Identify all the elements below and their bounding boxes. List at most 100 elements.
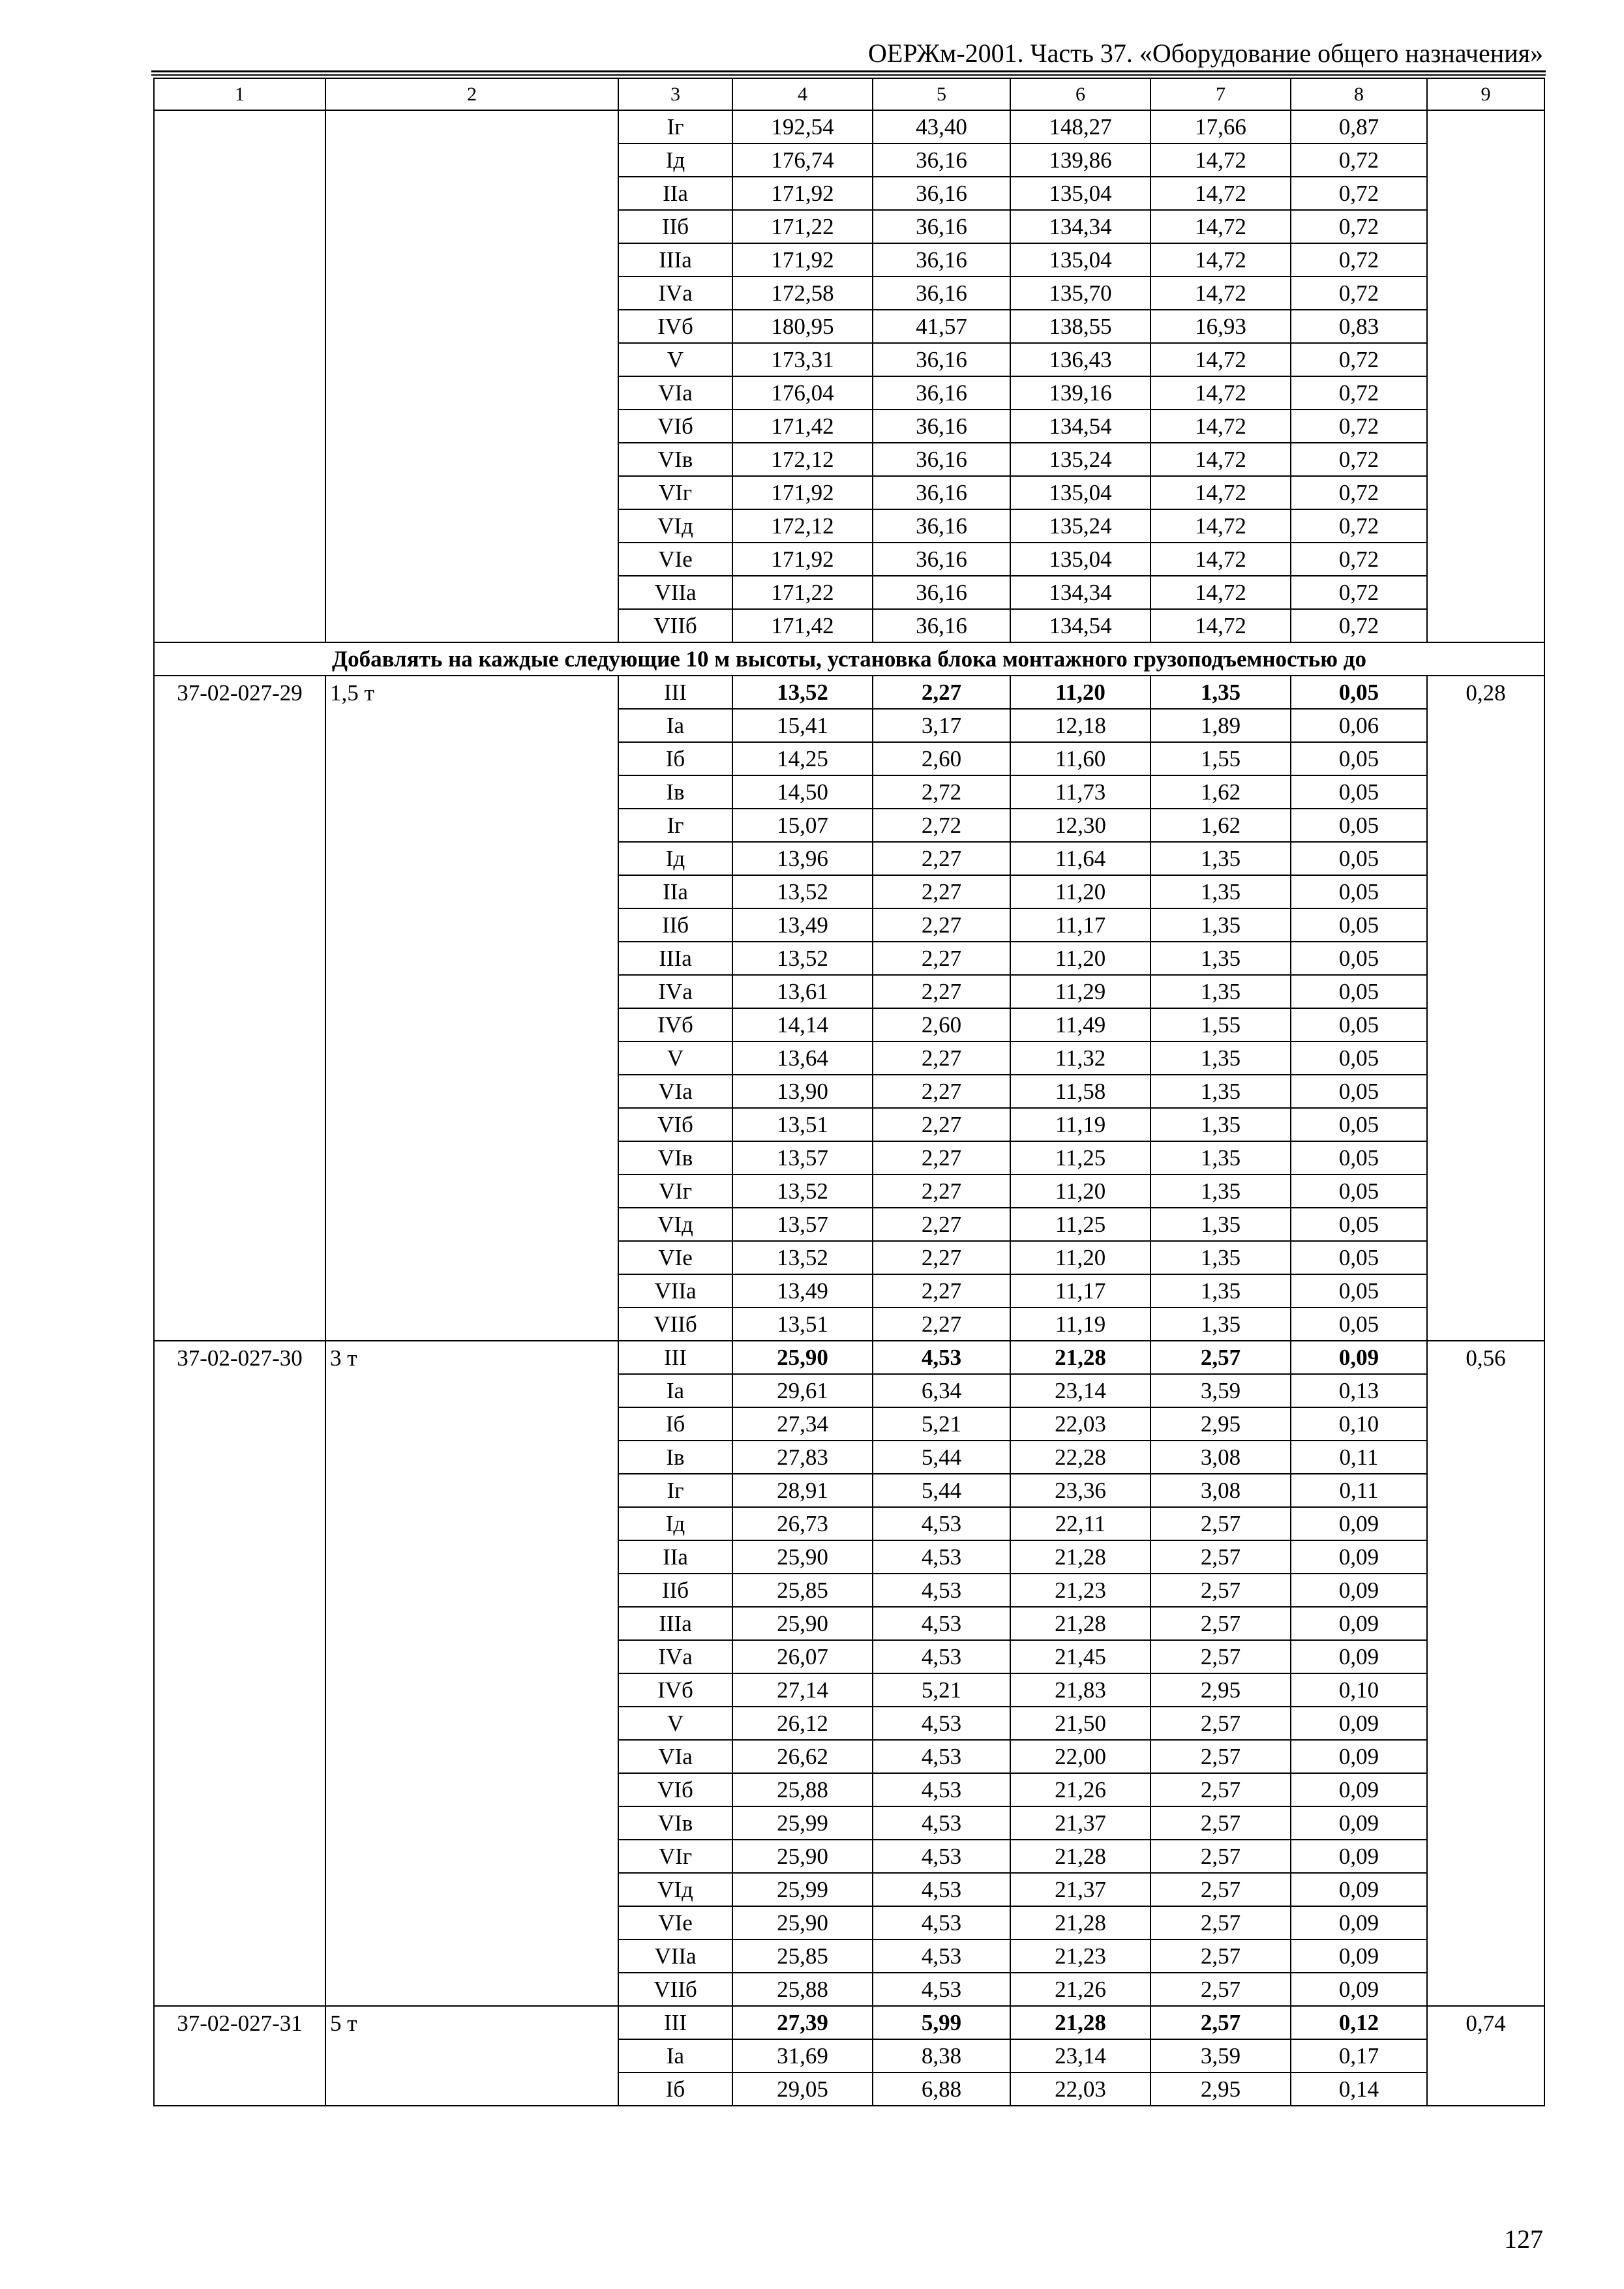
zone-cell: VIIа xyxy=(618,575,733,610)
value-cell: 36,16 xyxy=(872,608,1011,643)
value-cell: 2,57 xyxy=(1150,2005,1291,2040)
zone-cell: Iв xyxy=(618,1440,733,1474)
value-cell: 0,09 xyxy=(1290,1573,1428,1608)
value-cell: 13,96 xyxy=(732,841,873,876)
value-cell: 13,51 xyxy=(732,1107,873,1142)
table-row: VIе 13,52 2,27 11,20 1,35 0,05 xyxy=(154,1240,1544,1275)
table-row: VIе 25,90 4,53 21,28 2,57 0,09 xyxy=(154,1906,1544,1940)
value-cell: 1,35 xyxy=(1150,1074,1291,1109)
zone-cell: IIб xyxy=(618,209,733,244)
table-row: VIа 13,90 2,27 11,58 1,35 0,05 xyxy=(154,1074,1544,1109)
value-cell: 1,35 xyxy=(1150,974,1291,1009)
value-cell: 134,34 xyxy=(1010,209,1151,244)
value-cell: 21,28 xyxy=(1010,1340,1151,1375)
value-cell: 4,53 xyxy=(872,1972,1011,2007)
value-cell: 2,57 xyxy=(1150,1906,1291,1940)
value-cell: 0,05 xyxy=(1290,1008,1428,1042)
value-cell: 2,57 xyxy=(1150,1706,1291,1741)
value-cell: 14,72 xyxy=(1150,509,1291,543)
capacity: 3 т xyxy=(325,1340,619,2007)
value-cell: 26,12 xyxy=(732,1706,873,1741)
header-rule xyxy=(151,70,1546,76)
table-row: VIв 25,99 4,53 21,37 2,57 0,09 xyxy=(154,1806,1544,1840)
value-cell: 136,43 xyxy=(1010,342,1151,377)
value-cell: 36,16 xyxy=(872,209,1011,244)
value-cell: 13,52 xyxy=(732,941,873,976)
value-cell: 0,09 xyxy=(1290,1806,1428,1840)
value-cell: 13,90 xyxy=(732,1074,873,1109)
value-cell: 0,05 xyxy=(1290,941,1428,976)
zone-cell: VIIа xyxy=(618,1274,733,1308)
value-cell: 0,72 xyxy=(1290,575,1428,610)
value-cell: 0,05 xyxy=(1290,1141,1428,1175)
value-cell: 21,50 xyxy=(1010,1706,1151,1741)
value-cell: 27,34 xyxy=(732,1407,873,1441)
value-cell: 13,51 xyxy=(732,1307,873,1341)
zone-cell: V xyxy=(618,342,733,377)
value-cell: 21,26 xyxy=(1010,1773,1151,1807)
table-row: IVб 27,14 5,21 21,83 2,95 0,10 xyxy=(154,1673,1544,1707)
zone-cell: Iд xyxy=(618,1506,733,1541)
value-cell: 4,53 xyxy=(872,1340,1011,1375)
value-cell: 2,95 xyxy=(1150,2072,1291,2106)
column-number: 3 xyxy=(618,78,733,111)
value-cell: 3,08 xyxy=(1150,1440,1291,1474)
value-cell: 2,57 xyxy=(1150,1939,1291,1973)
table-row: Iг 15,07 2,72 12,30 1,62 0,05 xyxy=(154,808,1544,843)
value-cell: 21,23 xyxy=(1010,1573,1151,1608)
zone-cell: Iг xyxy=(618,110,733,144)
value-cell: 4,53 xyxy=(872,1506,1011,1541)
value-cell: 3,08 xyxy=(1150,1473,1291,1508)
zone-cell: IIа xyxy=(618,875,733,909)
value-cell: 0,05 xyxy=(1290,974,1428,1009)
capacity: 5 т xyxy=(325,2005,619,2106)
value-cell: 36,16 xyxy=(872,276,1011,310)
value-cell: 2,57 xyxy=(1150,1606,1291,1641)
value-cell: 0,09 xyxy=(1290,1540,1428,1574)
value-cell: 31,69 xyxy=(732,2039,873,2073)
zone-cell: V xyxy=(618,1706,733,1741)
value-cell: 2,27 xyxy=(872,841,1011,876)
table-row: VIг 25,90 4,53 21,28 2,57 0,09 xyxy=(154,1839,1544,1874)
rate-code: 37-02-027-30 xyxy=(153,1340,326,2007)
value-cell: 0,06 xyxy=(1290,708,1428,743)
value-cell: 172,12 xyxy=(732,509,873,543)
value-cell: 14,50 xyxy=(732,775,873,809)
column-number: 2 xyxy=(325,78,619,111)
value-cell: 15,07 xyxy=(732,808,873,843)
value-cell: 2,57 xyxy=(1150,1739,1291,1774)
value-cell: 14,14 xyxy=(732,1008,873,1042)
table-row: VIа 176,04 36,16 139,16 14,72 0,72 xyxy=(154,376,1544,410)
value-cell: 5,99 xyxy=(872,2005,1011,2040)
value-cell: 171,42 xyxy=(732,608,873,643)
value-cell: 21,37 xyxy=(1010,1806,1151,1840)
value-cell: 14,25 xyxy=(732,741,873,776)
value-cell: 4,53 xyxy=(872,1540,1011,1574)
table-row: Iд 26,73 4,53 22,11 2,57 0,09 xyxy=(154,1506,1544,1541)
value-cell: 13,52 xyxy=(732,1240,873,1275)
zone-cell: Iа xyxy=(618,2039,733,2073)
table-row: V 26,12 4,53 21,50 2,57 0,09 xyxy=(154,1706,1544,1741)
value-cell: 2,27 xyxy=(872,675,1011,710)
value-cell: 4,53 xyxy=(872,1706,1011,1741)
value-cell: 0,72 xyxy=(1290,143,1428,177)
value-cell: 171,92 xyxy=(732,542,873,576)
value-cell: 0,05 xyxy=(1290,1307,1428,1341)
capacity: 1,5 т xyxy=(325,675,619,1341)
zone-cell: VIа xyxy=(618,1074,733,1109)
value-cell: 4,53 xyxy=(872,1606,1011,1641)
value-cell: 1,35 xyxy=(1150,1274,1291,1308)
value-cell: 2,57 xyxy=(1150,1506,1291,1541)
value-cell: 0,87 xyxy=(1290,110,1428,144)
value-cell: 41,57 xyxy=(872,309,1011,344)
value-cell: 4,53 xyxy=(872,1739,1011,1774)
value-cell: 28,91 xyxy=(732,1473,873,1508)
value-cell: 0,09 xyxy=(1290,1739,1428,1774)
value-cell: 21,26 xyxy=(1010,1972,1151,2007)
zone-cell: Iв xyxy=(618,775,733,809)
value-cell: 0,11 xyxy=(1290,1440,1428,1474)
value-cell: 13,49 xyxy=(732,1274,873,1308)
value-cell: 0,09 xyxy=(1290,1839,1428,1874)
table-row: Iг 192,54 43,40 148,27 17,66 0,87 xyxy=(153,110,1545,643)
value-cell: 11,25 xyxy=(1010,1141,1151,1175)
